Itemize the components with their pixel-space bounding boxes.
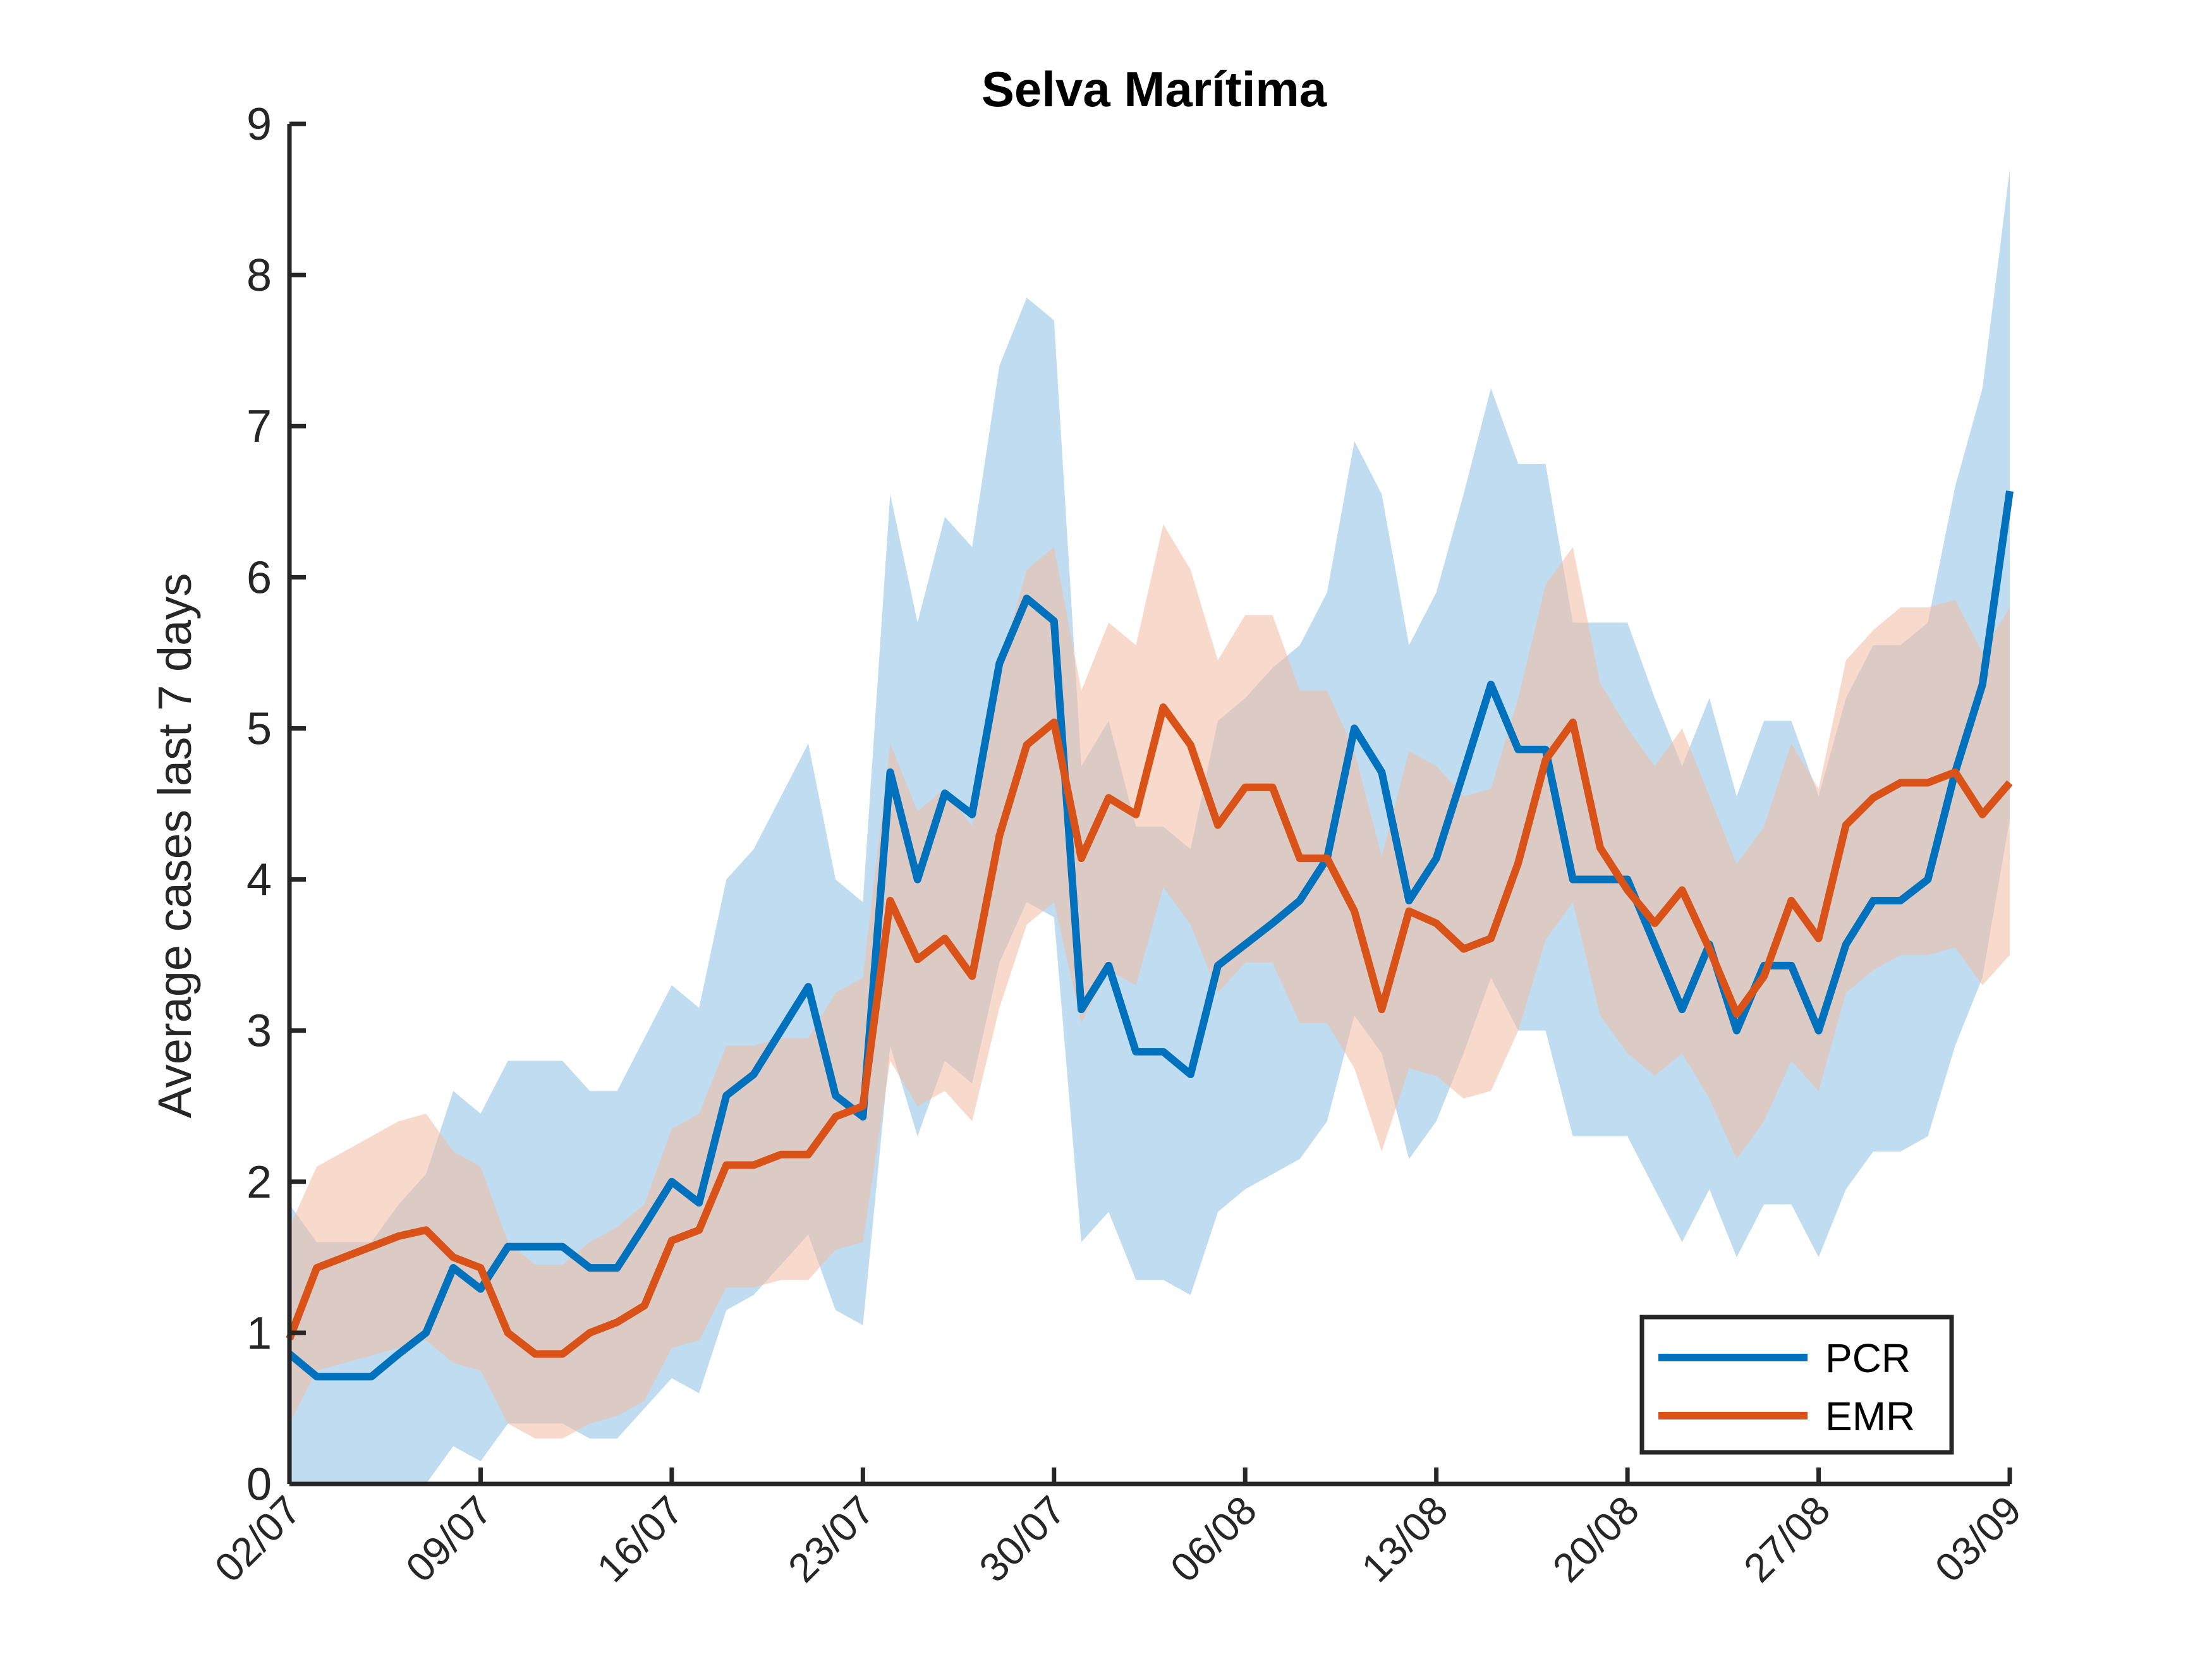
y-tick-label: 9 [246, 99, 272, 150]
chart-title: Selva Marítima [981, 61, 1327, 117]
x-tick-label: 16/07 [588, 1487, 692, 1591]
x-tick-label: 03/09 [1926, 1487, 2030, 1591]
y-tick-label: 1 [246, 1308, 272, 1359]
y-tick-label: 6 [246, 552, 272, 603]
y-tick-label: 8 [246, 250, 272, 301]
x-tick-label: 13/08 [1352, 1487, 1456, 1591]
x-tick-label: 20/08 [1544, 1487, 1648, 1591]
legend-label-emr: EMR [1825, 1394, 1915, 1439]
y-tick-label: 0 [246, 1459, 272, 1510]
legend: PCR EMR [1639, 1315, 1954, 1455]
y-tick-label: 3 [246, 1006, 272, 1057]
y-tick-label: 7 [246, 401, 272, 452]
y-tick-label: 2 [246, 1157, 272, 1208]
x-tick-label: 09/07 [397, 1487, 501, 1591]
series-lines [286, 490, 2014, 1381]
y-tick-label: 4 [246, 855, 272, 906]
x-tick-label: 30/07 [971, 1487, 1074, 1591]
legend-box [1639, 1315, 1954, 1455]
x-tick-label: 06/08 [1162, 1487, 1265, 1591]
x-tick-label: 23/07 [779, 1487, 883, 1591]
y-axis-label: Average cases last 7 days [149, 573, 201, 1118]
legend-label-pcr: PCR [1825, 1335, 1911, 1381]
emr-line [286, 703, 2013, 1358]
y-tick-label: 5 [246, 703, 272, 754]
confidence-bands [289, 169, 2010, 1484]
x-tick-label: 27/08 [1735, 1487, 1838, 1591]
